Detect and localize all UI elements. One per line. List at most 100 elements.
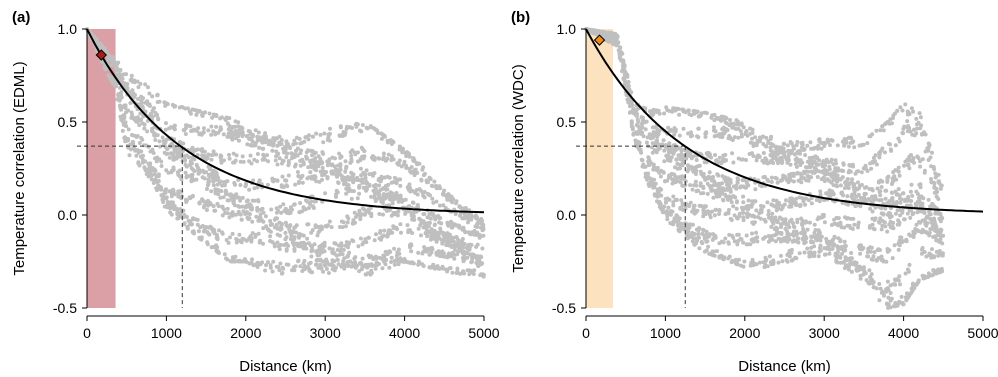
scatter-point — [794, 143, 799, 148]
scatter-point — [365, 209, 369, 214]
scatter-point — [265, 182, 270, 187]
scatter-point — [410, 231, 415, 235]
scatter-point — [268, 139, 273, 144]
scatter-point — [688, 200, 693, 205]
scatter-point — [233, 193, 238, 198]
scatter-point — [769, 158, 774, 163]
scatter-point — [802, 171, 807, 176]
scatter-point — [883, 224, 888, 229]
scatter-point — [911, 109, 916, 114]
scatter-point — [724, 158, 729, 163]
scatter-point — [237, 138, 241, 143]
scatter-point — [209, 132, 214, 137]
scatter-point — [812, 165, 817, 170]
scatter-point — [317, 253, 322, 257]
scatter-point — [343, 159, 348, 164]
scatter-point — [218, 116, 223, 121]
scatter-point — [894, 177, 899, 182]
scatter-point — [253, 262, 258, 267]
scatter-point — [179, 177, 184, 182]
scatter-point — [450, 243, 454, 248]
scatter-point — [450, 270, 455, 275]
scatter-point — [281, 202, 286, 207]
scatter-point — [353, 260, 358, 265]
scatter-point — [889, 190, 894, 195]
scatter-point — [379, 136, 384, 141]
scatter-point — [457, 204, 462, 209]
scatter-point — [723, 236, 728, 241]
scatter-point — [253, 234, 258, 239]
scatter-point — [929, 164, 934, 169]
scatter-point — [189, 166, 194, 171]
scatter-point — [431, 200, 436, 205]
scatter-point — [426, 215, 431, 220]
scatter-point — [420, 251, 425, 256]
scatter-point — [809, 245, 814, 250]
scatter-point — [711, 125, 716, 130]
scatter-point — [776, 260, 781, 265]
scatter-point — [221, 158, 226, 163]
scatter-point — [206, 173, 211, 178]
scatter-point — [780, 161, 784, 165]
scatter-point — [275, 143, 280, 148]
scatter-point — [150, 129, 155, 134]
scatter-point — [715, 172, 720, 177]
scatter-point — [717, 155, 722, 160]
scatter-point — [372, 238, 377, 243]
scatter-point — [244, 134, 249, 139]
scatter-point — [288, 207, 293, 212]
scatter-point — [633, 130, 638, 135]
scatter-point — [914, 222, 919, 227]
scatter-point — [292, 243, 296, 248]
scatter-point — [275, 226, 280, 231]
scatter-point — [139, 98, 144, 103]
chart-a: -0.50.00.51.00 1000 2000 3000 4000 5000Distan… — [11, 9, 499, 375]
scatter-point — [323, 191, 328, 196]
scatter-point — [770, 215, 774, 220]
scatter-point — [442, 239, 447, 243]
scatter-point — [97, 41, 102, 46]
scatter-point — [357, 191, 362, 196]
scatter-point — [683, 179, 688, 184]
scatter-point — [389, 255, 394, 260]
scatter-point — [336, 181, 341, 185]
scatter-point — [271, 136, 276, 141]
scatter-point — [292, 225, 297, 230]
scatter-point — [795, 140, 800, 144]
scatter-point — [879, 227, 884, 232]
scatter-point — [178, 211, 183, 216]
scatter-point — [856, 180, 860, 185]
scatter-point — [381, 233, 386, 238]
scatter-point — [623, 71, 628, 76]
scatter-point — [304, 198, 308, 203]
scatter-point — [171, 187, 176, 192]
scatter-point — [832, 242, 837, 247]
scatter-point — [119, 117, 124, 122]
scatter-point — [753, 187, 758, 192]
scatter-point — [205, 198, 210, 203]
scatter-point — [240, 195, 245, 200]
scatter-point — [918, 115, 923, 120]
scatter-point — [253, 128, 258, 133]
scatter-point — [703, 134, 708, 139]
scatter-point — [851, 216, 856, 221]
scatter-point — [910, 281, 915, 286]
scatter-point — [385, 187, 390, 192]
scatter-point — [856, 169, 861, 174]
scatter-point — [218, 153, 223, 158]
scatter-point — [835, 143, 840, 148]
scatter-point — [443, 206, 448, 210]
scatter-point — [677, 112, 682, 117]
scatter-point — [292, 202, 297, 207]
scatter-point — [286, 163, 291, 168]
scatter-point — [349, 159, 354, 164]
scatter-point — [247, 212, 252, 217]
scatter-point — [876, 219, 881, 224]
scatter-point — [761, 134, 766, 139]
scatter-point — [874, 128, 879, 133]
scatter-point — [154, 174, 159, 179]
scatter-point — [261, 226, 266, 231]
scatter-point — [805, 246, 810, 251]
scatter-point — [409, 211, 414, 216]
scatter-point — [362, 212, 367, 217]
